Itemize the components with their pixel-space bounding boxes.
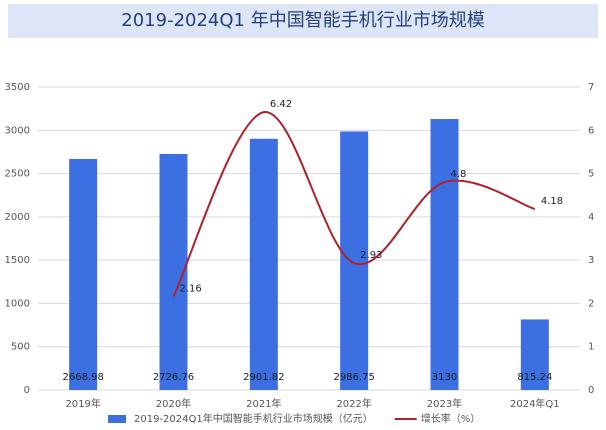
y-tick-label: 3000 [5, 125, 30, 136]
y2-tick-label: 0 [588, 385, 594, 396]
line-value-label: 2.16 [180, 284, 202, 295]
y-tick-label: 1000 [5, 298, 30, 309]
line-value-label: 2.93 [360, 250, 382, 261]
bar-value-label: 3130 [432, 372, 457, 383]
y-tick-label: 3500 [5, 82, 30, 93]
y2-tick-label: 3 [588, 255, 594, 266]
x-tick-label: 2019年 [65, 397, 100, 410]
x-tick-label: 2022年 [336, 397, 371, 410]
y-tick-label: 0 [24, 385, 30, 396]
line-value-label: 4.8 [451, 169, 467, 180]
bar [249, 138, 278, 390]
legend-swatch [108, 415, 126, 423]
line [172, 111, 536, 297]
bar [340, 131, 369, 390]
x-tick-label: 2023年 [427, 397, 462, 410]
title-banner [8, 4, 598, 38]
bar [69, 158, 98, 390]
y2-tick-label: 6 [588, 125, 594, 136]
legend-label: 2019-2024Q1年中国智能手机行业市场规模（亿元） [134, 412, 373, 425]
bar-value-label: 2726.76 [153, 372, 194, 383]
x-tick-label: 2021年 [246, 397, 281, 410]
y2-tick-label: 1 [588, 342, 594, 353]
y2-tick-label: 5 [588, 169, 594, 180]
bar-value-label: 2668.98 [62, 372, 103, 383]
y-tick-label: 1500 [5, 255, 30, 266]
y2-tick-label: 4 [588, 212, 594, 223]
chart-title: 2019-2024Q1 年中国智能手机行业市场规模 [121, 10, 484, 31]
line-value-label: 6.42 [270, 99, 292, 110]
legend-label: 增长率（%） [421, 412, 481, 425]
bar [520, 319, 549, 390]
y-tick-label: 2000 [5, 212, 30, 223]
bar-value-label: 2901.82 [243, 372, 284, 383]
bar-value-label: 815.24 [517, 372, 552, 383]
x-tick-label: 2020年 [156, 397, 191, 410]
y2-tick-label: 7 [588, 82, 594, 93]
y2-tick-label: 2 [588, 298, 594, 309]
y-tick-label: 2500 [5, 169, 30, 180]
bar [430, 119, 459, 390]
y-tick-label: 500 [11, 342, 30, 353]
bar-value-label: 2986.75 [333, 372, 374, 383]
line-value-label: 4.18 [541, 196, 563, 207]
x-tick-label: 2024年Q1 [510, 397, 560, 410]
